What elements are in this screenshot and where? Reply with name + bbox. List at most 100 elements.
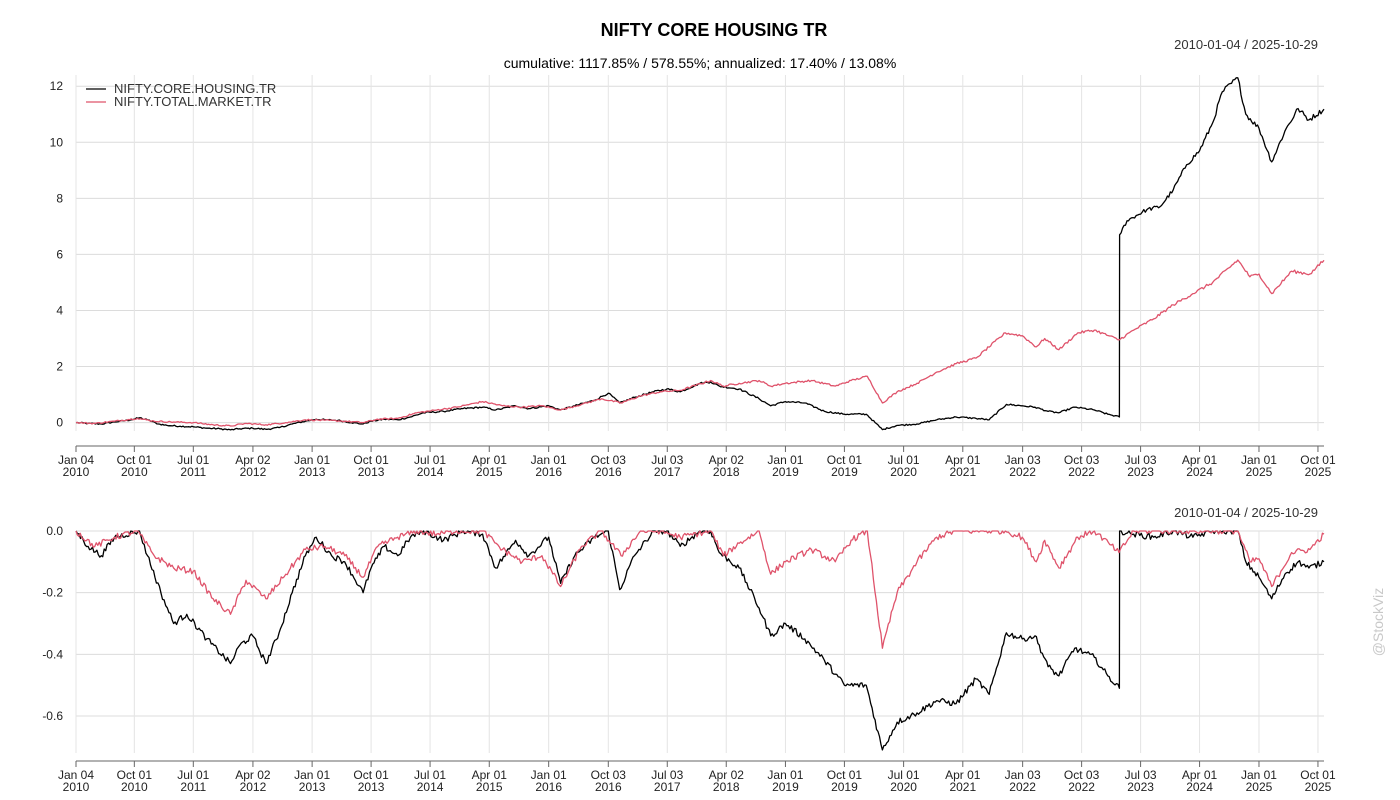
x-tick-label-year: 2025 — [1246, 780, 1273, 794]
x-tick-label: Jan 01 — [767, 453, 803, 467]
series-line-nifty-total-market-tr — [75, 530, 1325, 649]
x-tick-label-year: 2016 — [595, 780, 622, 794]
x-tick-label-year: 2022 — [1009, 465, 1036, 479]
x-tick-label-year: 2024 — [1186, 465, 1213, 479]
y-tick-label: 4 — [56, 303, 63, 317]
x-tick-label-year: 2013 — [299, 780, 326, 794]
x-tick-label-year: 2025 — [1305, 465, 1332, 479]
x-tick-label-year: 2019 — [831, 780, 858, 794]
x-tick-label: Jan 03 — [1005, 768, 1041, 782]
x-tick-label: Oct 03 — [591, 768, 627, 782]
x-tick-label-year: 2017 — [654, 780, 681, 794]
chart-title: NIFTY CORE HOUSING TR — [601, 20, 828, 40]
x-tick-label-year: 2016 — [535, 465, 562, 479]
x-tick-label: Oct 01 — [117, 453, 153, 467]
x-tick-label-year: 2012 — [240, 780, 267, 794]
x-tick-label: Jan 01 — [1241, 768, 1277, 782]
x-tick-label: Oct 01 — [1300, 768, 1336, 782]
x-tick-label-year: 2010 — [63, 780, 90, 794]
x-tick-label-year: 2019 — [772, 465, 799, 479]
x-tick-label-year: 2021 — [949, 465, 976, 479]
x-tick-label-year: 2025 — [1246, 465, 1273, 479]
legend-label: NIFTY.CORE.HOUSING.TR — [114, 81, 276, 96]
x-tick-label-year: 2013 — [299, 465, 326, 479]
x-tick-label: Apr 02 — [235, 768, 271, 782]
x-tick-label-year: 2015 — [476, 465, 503, 479]
x-tick-label: Jul 03 — [1125, 453, 1157, 467]
x-tick-label: Oct 01 — [827, 453, 863, 467]
x-tick-label: Jul 03 — [651, 453, 683, 467]
x-tick-label: Oct 01 — [353, 768, 389, 782]
x-tick-label-year: 2016 — [595, 465, 622, 479]
x-tick-label-year: 2023 — [1127, 465, 1154, 479]
watermark: @StockViz — [1370, 588, 1386, 656]
x-tick-label: Apr 01 — [1182, 453, 1218, 467]
x-tick-label-year: 2021 — [949, 780, 976, 794]
x-tick-label: Oct 01 — [827, 768, 863, 782]
x-tick-label-year: 2014 — [417, 465, 444, 479]
series-line-nifty-core-housing-tr — [75, 77, 1325, 431]
x-tick-label-year: 2010 — [121, 780, 148, 794]
x-tick-label-year: 2016 — [535, 780, 562, 794]
x-tick-label: Jul 03 — [1125, 768, 1157, 782]
legend-label: NIFTY.TOTAL.MARKET.TR — [114, 94, 271, 109]
x-tick-label-year: 2015 — [476, 780, 503, 794]
x-tick-label-year: 2023 — [1127, 780, 1154, 794]
x-tick-label-year: 2025 — [1305, 780, 1332, 794]
x-tick-label-year: 2011 — [180, 780, 206, 794]
x-tick-label-year: 2020 — [890, 780, 917, 794]
y-tick-label: 0 — [56, 416, 63, 430]
x-tick-label-year: 2024 — [1186, 780, 1213, 794]
x-tick-label: Apr 02 — [709, 453, 745, 467]
x-tick-label-year: 2013 — [358, 465, 385, 479]
y-tick-label: 2 — [56, 360, 63, 374]
x-tick-label: Jan 04 — [58, 768, 94, 782]
x-tick-label: Jan 01 — [767, 768, 803, 782]
x-tick-label-year: 2022 — [1068, 780, 1095, 794]
x-tick-label-year: 2010 — [63, 465, 90, 479]
y-tick-label: 10 — [50, 135, 64, 149]
x-tick-label: Oct 03 — [591, 453, 627, 467]
x-tick-label: Oct 01 — [117, 768, 153, 782]
x-tick-label: Oct 01 — [1300, 453, 1336, 467]
x-tick-label-year: 2012 — [240, 465, 267, 479]
x-tick-label: Jul 01 — [414, 768, 446, 782]
y-tick-label: -0.4 — [42, 647, 63, 661]
x-tick-label: Jul 03 — [651, 768, 683, 782]
x-tick-label: Jul 01 — [888, 768, 920, 782]
series-line-nifty-core-housing-tr — [75, 530, 1325, 751]
x-tick-label-year: 2010 — [121, 465, 148, 479]
x-tick-label: Jul 01 — [177, 453, 209, 467]
x-tick-label: Apr 01 — [472, 453, 508, 467]
x-tick-label: Apr 02 — [235, 453, 271, 467]
x-tick-label: Apr 01 — [1182, 768, 1218, 782]
x-tick-label: Oct 01 — [353, 453, 389, 467]
chart-date-range: 2010-01-04 / 2025-10-29 — [1174, 37, 1318, 52]
y-tick-label: 0.0 — [46, 524, 63, 538]
x-tick-label: Jul 01 — [414, 453, 446, 467]
x-tick-label: Jan 03 — [1005, 453, 1041, 467]
x-tick-label: Jul 01 — [888, 453, 920, 467]
x-tick-label: Jan 01 — [531, 453, 567, 467]
x-tick-label: Jan 01 — [294, 768, 330, 782]
x-tick-label-year: 2014 — [417, 780, 444, 794]
x-tick-label-year: 2011 — [180, 465, 206, 479]
y-tick-label: 8 — [56, 191, 63, 205]
y-tick-label: -0.2 — [42, 586, 63, 600]
x-tick-label-year: 2019 — [772, 780, 799, 794]
x-tick-label: Oct 03 — [1064, 453, 1100, 467]
x-tick-label-year: 2013 — [358, 780, 385, 794]
drawdown-date-range: 2010-01-04 / 2025-10-29 — [1174, 505, 1318, 520]
x-tick-label: Jul 01 — [177, 768, 209, 782]
chart-subtitle: cumulative: 1117.85% / 578.55%; annualiz… — [504, 55, 897, 71]
x-tick-label: Apr 02 — [709, 768, 745, 782]
x-tick-label-year: 2018 — [713, 465, 740, 479]
y-tick-label: 6 — [56, 247, 63, 261]
x-tick-label-year: 2022 — [1068, 465, 1095, 479]
x-tick-label-year: 2018 — [713, 780, 740, 794]
x-tick-label: Apr 01 — [945, 768, 981, 782]
x-tick-label: Jan 01 — [531, 768, 567, 782]
y-tick-label: -0.6 — [42, 709, 63, 723]
